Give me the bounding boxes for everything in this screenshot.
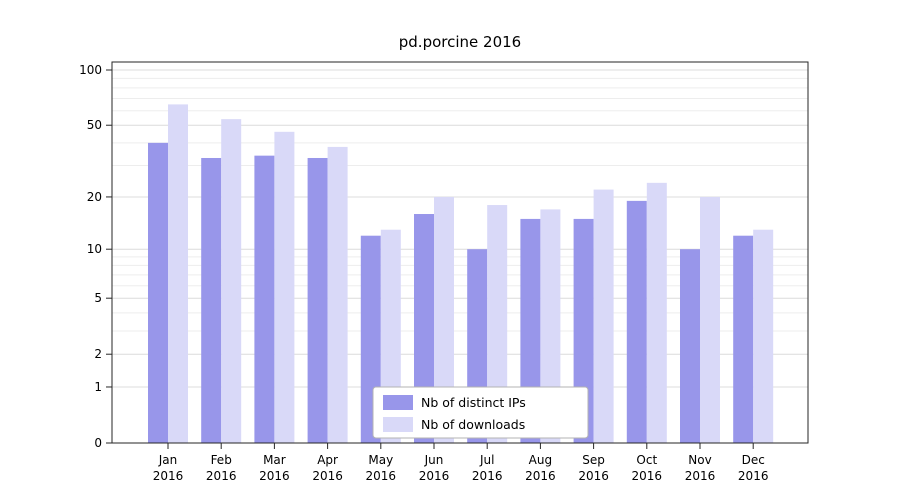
legend-swatch-downloads xyxy=(383,417,413,432)
y-tick-label: 0 xyxy=(94,436,102,450)
x-tick-label-year: 2016 xyxy=(419,469,450,483)
x-tick-label-year: 2016 xyxy=(738,469,769,483)
y-tick-label: 100 xyxy=(79,63,102,77)
chart-title: pd.porcine 2016 xyxy=(399,33,521,51)
x-tick-label-month: Aug xyxy=(529,453,552,467)
bar-distinct-ips-jun xyxy=(414,214,434,443)
bar-distinct-ips-feb xyxy=(201,157,222,443)
bar-downloads-jan xyxy=(168,104,188,444)
bar-distinct-ips-apr xyxy=(307,157,328,443)
bar-downloads-dec xyxy=(753,229,774,443)
bar-downloads-aug xyxy=(540,209,561,443)
bar-distinct-ips-dec xyxy=(733,235,754,443)
x-tick-label-month: Apr xyxy=(317,453,338,467)
bar-downloads-jul xyxy=(487,205,508,443)
x-tick-label-year: 2016 xyxy=(206,469,237,483)
x-tick-label-month: Nov xyxy=(688,453,711,467)
y-tick-label: 20 xyxy=(87,190,102,204)
y-tick-label: 1 xyxy=(94,380,102,394)
bar-distinct-ips-nov xyxy=(680,249,700,443)
y-tick-label: 2 xyxy=(94,347,102,361)
bar-distinct-ips-jan xyxy=(148,142,168,443)
bar-downloads-apr xyxy=(327,146,348,443)
x-tick-label-year: 2016 xyxy=(366,469,397,483)
x-tick-label-year: 2016 xyxy=(153,469,184,483)
y-tick-label: 50 xyxy=(87,118,102,132)
x-tick-label-year: 2016 xyxy=(525,469,556,483)
bar-distinct-ips-mar xyxy=(254,155,275,444)
x-tick-label-month: Jun xyxy=(424,453,444,467)
legend-label-downloads: Nb of downloads xyxy=(421,417,525,432)
x-tick-label-year: 2016 xyxy=(632,469,663,483)
bar-downloads-nov xyxy=(700,196,720,443)
bar-downloads-sep xyxy=(593,189,614,443)
x-tick-label-month: Feb xyxy=(211,453,232,467)
x-tick-label-month: Mar xyxy=(263,453,286,467)
bar-downloads-feb xyxy=(221,119,242,443)
x-tick-label-year: 2016 xyxy=(312,469,343,483)
x-tick-label-month: Dec xyxy=(742,453,765,467)
y-tick-label: 10 xyxy=(87,242,102,256)
plot-frame xyxy=(111,61,809,444)
legend-box xyxy=(372,386,589,439)
x-tick-label-month: Oct xyxy=(636,453,657,467)
x-tick-label-month: Jan xyxy=(158,453,178,467)
bar-downloads-oct xyxy=(646,182,667,443)
bar-distinct-ips-oct xyxy=(626,200,647,443)
x-tick-label-month: Jul xyxy=(479,453,494,467)
x-tick-label-month: May xyxy=(368,453,393,467)
y-tick-label: 5 xyxy=(94,291,102,305)
bar-downloads-mar xyxy=(274,131,295,443)
bar-downloads-jun xyxy=(434,196,454,443)
x-tick-label-year: 2016 xyxy=(578,469,609,483)
x-tick-label-month: Sep xyxy=(582,453,605,467)
x-tick-label-year: 2016 xyxy=(259,469,290,483)
x-tick-label-year: 2016 xyxy=(685,469,716,483)
legend-label-distinct-ips: Nb of distinct IPs xyxy=(421,395,526,410)
legend-swatch-distinct-ips xyxy=(383,395,413,410)
x-tick-label-year: 2016 xyxy=(472,469,503,483)
